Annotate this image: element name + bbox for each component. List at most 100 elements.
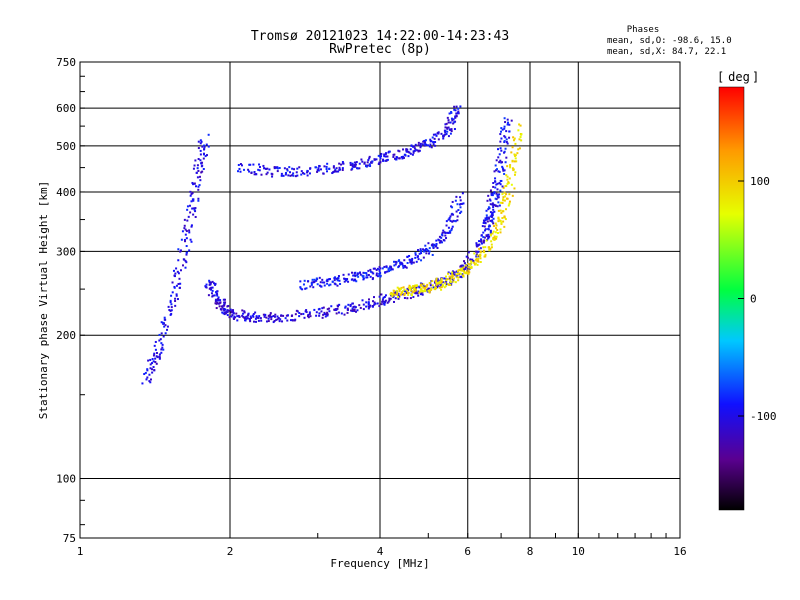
data-point [278,320,281,323]
data-point [182,264,185,267]
data-point [489,199,492,202]
data-point [346,278,349,281]
data-point [402,266,405,269]
data-point [188,249,191,252]
data-point [440,288,443,291]
data-point [190,225,193,228]
data-point [442,134,445,137]
data-point [412,287,415,290]
data-point [351,164,354,167]
data-point [313,278,316,281]
data-point [328,310,331,313]
data-point [398,157,401,160]
data-point [474,262,477,265]
data-point [335,167,338,170]
data-point [516,152,519,155]
data-point [168,309,171,312]
data-point [415,284,418,287]
data-point [431,280,434,283]
data-point [405,292,408,295]
data-point [203,145,206,148]
data-point [412,151,415,154]
data-point [391,295,394,298]
data-point [175,294,178,297]
data-point [453,128,456,131]
data-point [186,219,189,222]
data-point [368,157,371,160]
data-point [436,247,439,250]
data-point [272,321,275,324]
data-point [338,303,341,306]
data-point [231,310,234,313]
data-point [414,289,417,292]
data-point [495,183,498,186]
data-point [304,310,307,313]
data-point [381,267,384,270]
data-point [476,250,479,253]
data-point [392,289,395,292]
data-point [482,241,485,244]
data-point [441,283,444,286]
data-point [194,215,197,218]
colorbar-tick-label: -100 [750,410,777,423]
data-point [169,313,172,316]
data-point [170,303,173,306]
data-point [337,275,340,278]
data-point [443,239,446,242]
data-point [224,298,227,301]
data-point [505,185,508,188]
data-point [327,278,330,281]
data-point [508,130,511,133]
data-point [455,105,458,108]
data-point [424,286,427,289]
data-point [317,308,320,311]
data-point [362,303,365,306]
data-point [482,246,485,249]
data-point [393,260,396,263]
data-point [185,230,188,233]
data-point [341,161,344,164]
data-point [513,153,516,156]
data-point [425,247,428,250]
data-point [456,219,459,222]
data-point [169,309,172,312]
data-point [426,144,429,147]
data-point [154,348,157,351]
data-point [503,169,506,172]
data-point [376,267,379,270]
data-point [323,313,326,316]
data-point [326,311,329,314]
data-point [322,306,325,309]
data-point [262,164,265,167]
data-point [184,259,187,262]
data-point [414,252,417,255]
data-point [237,163,240,166]
data-point [454,281,457,284]
data-point [160,332,163,335]
data-point [390,293,393,296]
data-point [397,292,400,295]
data-point [183,224,186,227]
data-point [200,171,203,174]
data-point [336,284,339,287]
data-point [215,302,218,305]
data-point [447,272,450,275]
data-point [503,191,506,194]
data-point [315,314,318,317]
data-point [189,194,192,197]
data-point [223,302,226,305]
data-point [441,231,444,234]
data-point [477,255,480,258]
data-point [359,306,362,309]
data-point [320,310,323,313]
data-point [412,290,415,293]
data-point [410,286,413,289]
data-point [251,314,254,317]
data-point [278,166,281,169]
data-point [499,159,502,162]
data-point [449,219,452,222]
data-point [190,192,193,195]
data-point [499,183,502,186]
data-point [486,199,489,202]
data-point [511,194,514,197]
